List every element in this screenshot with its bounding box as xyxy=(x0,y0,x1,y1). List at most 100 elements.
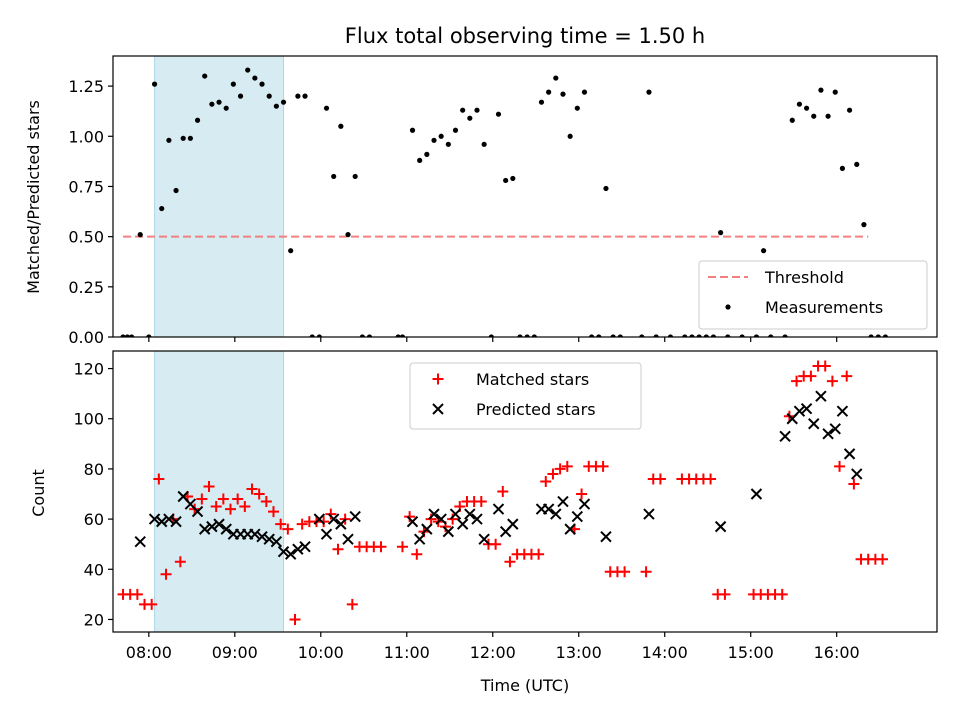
bottom-panel: 20 40 60 80 100 120 08:00 09:00 10:00 11:00 12:00 1… xyxy=(73,350,938,662)
predicted-stars-point xyxy=(471,513,483,525)
measurement-point xyxy=(603,185,609,192)
predicted-stars-point xyxy=(256,530,268,543)
x-tick-label: 14:00 xyxy=(642,643,688,662)
measurement-point xyxy=(696,334,702,337)
matched-stars-point xyxy=(232,493,244,505)
measurement-point xyxy=(854,161,860,167)
bottom-y-tick-label: 20 xyxy=(84,610,104,629)
measurement-point xyxy=(875,334,881,337)
matched-stars-point xyxy=(318,516,330,528)
measurement-point xyxy=(839,165,846,171)
measurement-point xyxy=(803,105,810,111)
predicted-stars-point xyxy=(478,533,490,545)
measurement-point xyxy=(560,91,566,97)
matched-stars-point xyxy=(246,483,258,495)
measurement-point xyxy=(187,135,193,141)
top-axes-frame xyxy=(112,55,938,338)
top-legend-box xyxy=(698,260,928,330)
measurement-point xyxy=(280,99,287,105)
measurement-point xyxy=(589,334,595,337)
measurement-point xyxy=(553,75,559,81)
measurement-point xyxy=(438,133,444,139)
top-panel: 0.00 0.25 0.50 0.75 1.00 1.25 Threshold Measure… xyxy=(68,55,938,347)
measurement-point xyxy=(667,334,674,337)
matched-stars-point xyxy=(705,473,717,485)
predicted-stars-legend-label: Predicted stars xyxy=(476,400,596,419)
matched-stars-point xyxy=(375,541,387,553)
measurement-point xyxy=(596,334,602,337)
measurement-point xyxy=(581,89,588,95)
measurement-point xyxy=(610,334,616,337)
matched-stars-point xyxy=(210,501,222,513)
measurement-point xyxy=(510,175,516,182)
matched-stars-legend-label: Matched stars xyxy=(476,370,589,389)
matched-stars-point xyxy=(253,488,265,500)
measurement-point xyxy=(295,93,301,99)
series-matched-stars xyxy=(117,360,889,625)
matched-stars-point xyxy=(260,496,272,508)
matched-stars-point xyxy=(346,598,358,610)
measurement-point xyxy=(359,334,365,337)
measurement-point xyxy=(703,334,709,337)
predicted-stars-point xyxy=(456,518,469,530)
measurement-point xyxy=(345,232,351,238)
threshold-legend-label: Threshold xyxy=(764,268,844,287)
measurement-point xyxy=(245,67,251,73)
measurement-point xyxy=(452,127,459,133)
top-y-tick-label: 0.25 xyxy=(68,278,104,297)
measurement-point xyxy=(739,334,745,337)
measurement-point xyxy=(395,334,401,337)
measurement-point xyxy=(431,137,437,143)
predicted-stars-legend-swatch xyxy=(432,403,444,415)
matched-stars-point xyxy=(819,360,831,372)
predicted-stars-point xyxy=(714,520,727,533)
measurement-point xyxy=(718,230,724,236)
predicted-stars-point xyxy=(163,513,175,525)
matched-stars-point xyxy=(826,375,838,387)
predicted-stars-point xyxy=(779,430,791,443)
predicted-stars-point xyxy=(263,533,275,545)
predicted-stars-point xyxy=(492,503,505,515)
predicted-stars-point xyxy=(428,508,440,520)
measurement-point xyxy=(460,107,466,113)
matched-stars-point xyxy=(719,588,731,600)
predicted-stars-point xyxy=(342,533,354,545)
measurement-point xyxy=(495,111,502,117)
matched-stars-point xyxy=(561,460,573,472)
measurement-point xyxy=(567,133,573,139)
measurement-point xyxy=(574,105,580,111)
predicted-stars-point xyxy=(277,546,290,558)
predicted-stars-point xyxy=(313,513,326,525)
predicted-stars-point xyxy=(148,513,161,525)
measurement-point xyxy=(366,334,373,337)
matched-stars-point xyxy=(225,503,237,515)
measurement-point xyxy=(682,334,688,337)
measurement-point xyxy=(180,135,186,141)
predicted-stars-point xyxy=(464,508,476,520)
matched-stars-point xyxy=(504,556,516,568)
predicted-stars-point xyxy=(320,528,333,540)
predicted-stars-point xyxy=(564,523,576,535)
bottom-legend: Matched stars Predicted stars xyxy=(409,362,642,430)
matched-stars-point xyxy=(268,506,280,518)
matched-stars-point xyxy=(404,511,416,523)
matched-stars-point xyxy=(805,370,817,382)
measurement-point xyxy=(646,89,652,95)
measurement-point xyxy=(338,123,344,129)
measurement-point xyxy=(653,334,659,337)
measurement-point xyxy=(302,93,308,99)
bottom-y-axis-label: Count xyxy=(29,469,48,517)
measurement-point xyxy=(467,115,473,121)
measurement-point xyxy=(216,99,222,105)
matched-stars-point xyxy=(848,478,860,490)
matched-stars-point xyxy=(547,468,559,480)
predicted-stars-point xyxy=(542,503,555,515)
x-tick-label: 11:00 xyxy=(384,643,430,662)
measurement-point xyxy=(832,89,838,95)
top-y-tick-label: 0.00 xyxy=(68,328,104,347)
bottom-y-tick-label: 40 xyxy=(84,560,104,579)
predicted-stars-point xyxy=(507,518,519,530)
predicted-stars-point xyxy=(435,513,447,525)
measurement-point xyxy=(202,73,208,79)
